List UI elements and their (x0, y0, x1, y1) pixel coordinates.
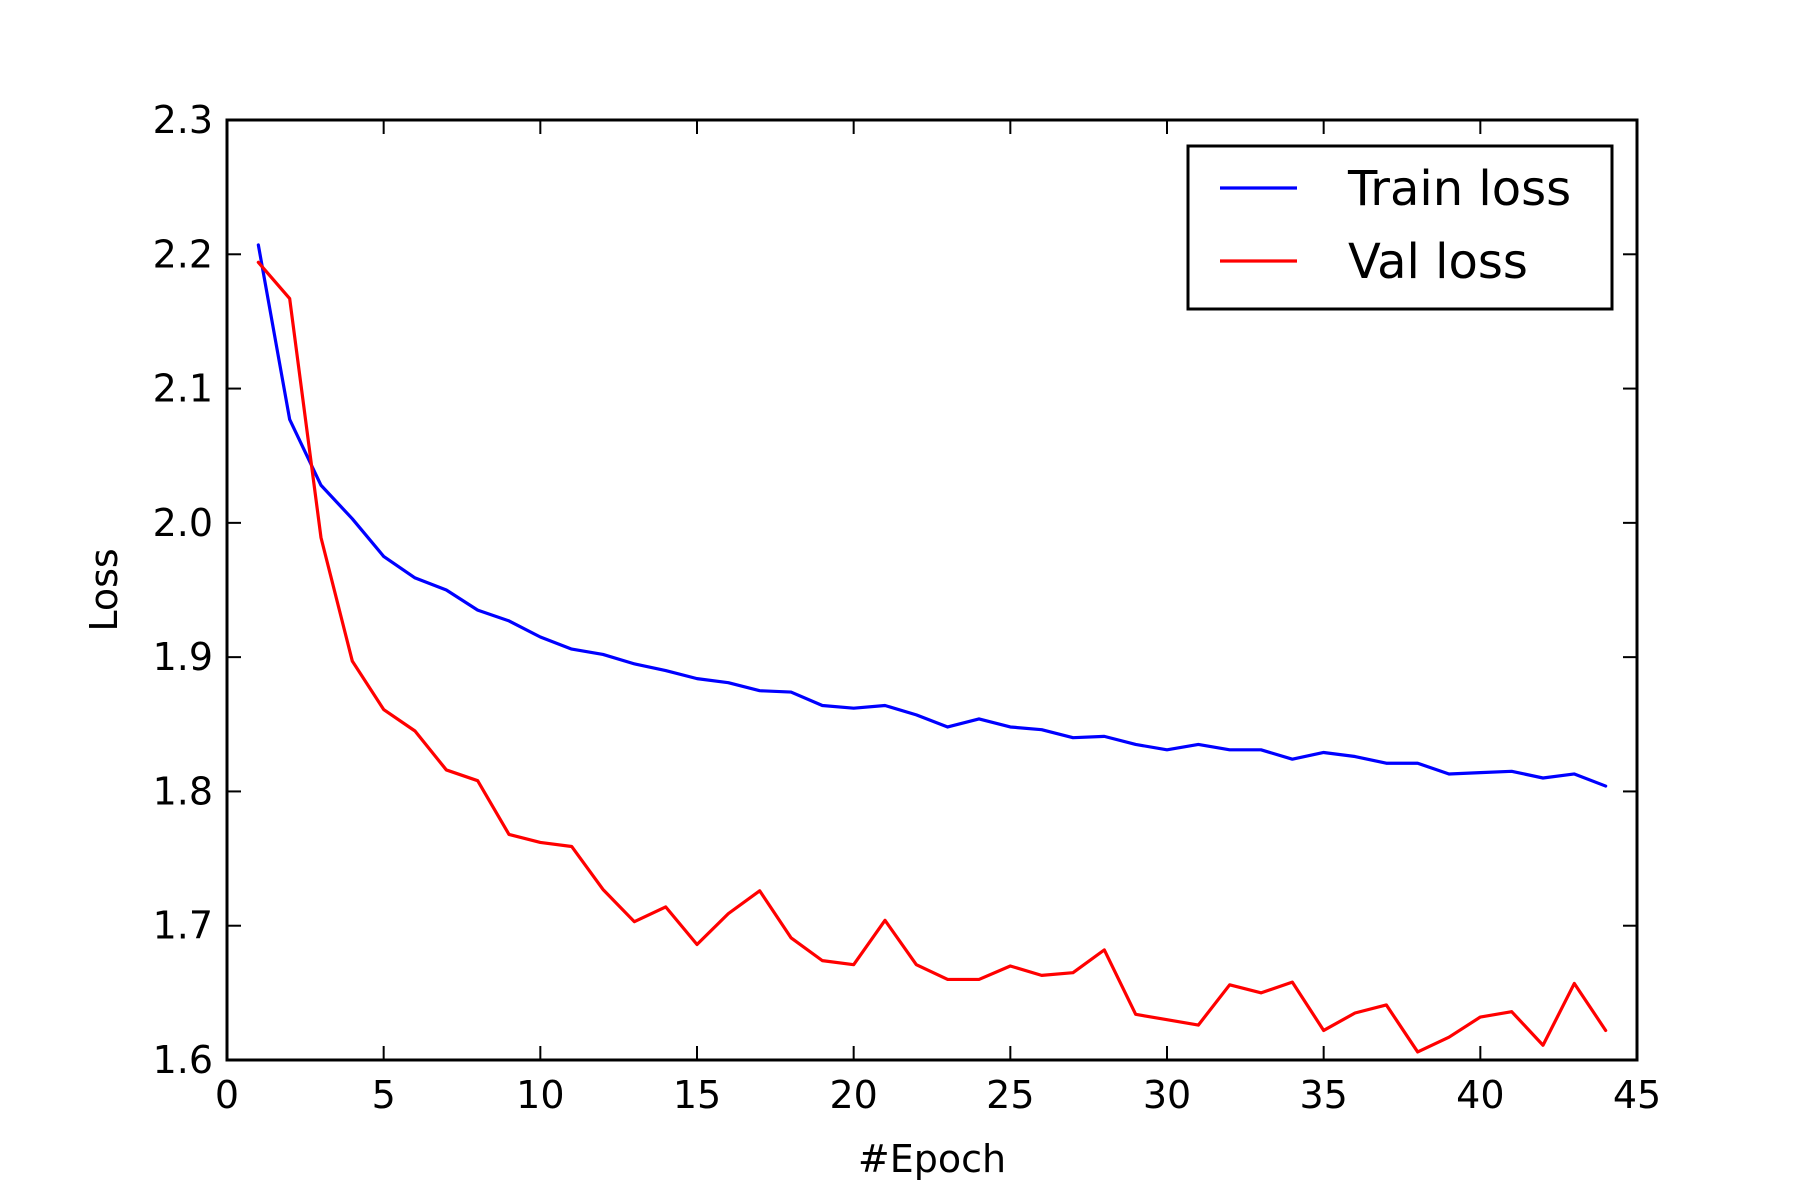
x-tick-label: 45 (1613, 1073, 1661, 1117)
x-tick-label: 5 (372, 1073, 396, 1117)
x-tick-label: 20 (829, 1073, 877, 1117)
x-tick-label: 35 (1299, 1073, 1347, 1117)
x-tick-label: 0 (215, 1073, 239, 1117)
legend: Train loss Val loss (1186, 144, 1614, 311)
x-tick-label: 10 (516, 1073, 564, 1117)
series-line-val-loss (256, 260, 1608, 1054)
y-tick-label: 2.1 (153, 367, 213, 411)
x-tick-label: 15 (673, 1073, 721, 1117)
x-tick-label: 30 (1143, 1073, 1191, 1117)
x-axis-title: #Epoch (858, 1137, 1006, 1181)
y-tick-label: 2.2 (153, 232, 213, 276)
y-tick-label: 1.8 (153, 769, 213, 813)
y-tick-label: 1.7 (153, 904, 213, 948)
y-tick-label: 1.9 (153, 635, 213, 679)
tick-labels: 0 5 10 15 20 25 30 35 40 45 1.6 1.7 1.8 1.9 2.0 2.1 2.2 2… (153, 98, 1662, 1117)
y-tick-label: 2.3 (153, 98, 213, 142)
legend-label-val-loss: Val loss (1348, 234, 1528, 290)
series-line-train-loss (256, 243, 1608, 788)
series-layer (256, 243, 1608, 1054)
x-tick-label: 25 (986, 1073, 1034, 1117)
plot-frame (225, 118, 1639, 1062)
y-tick-label: 1.6 (153, 1038, 213, 1082)
x-tick-label: 40 (1456, 1073, 1504, 1117)
y-tick-label: 2.0 (153, 501, 213, 545)
legend-label-train-loss: Train loss (1347, 161, 1571, 217)
y-axis-title: Loss (82, 548, 126, 631)
legend-frame (1186, 144, 1614, 311)
